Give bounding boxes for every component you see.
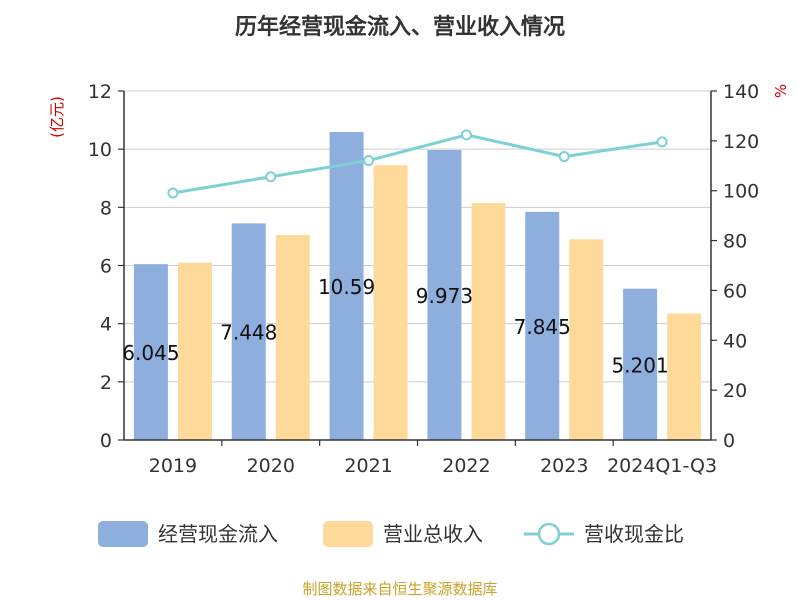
y-left-unit: (亿元)	[48, 96, 66, 138]
legend-marker-ratio	[537, 522, 561, 546]
ratio-point-2022	[460, 129, 472, 141]
bar-cash-inflow-2024Q1-Q3	[623, 288, 658, 440]
y-right-tick-label: 100	[723, 181, 759, 203]
bar-revenue-2022	[471, 202, 506, 440]
y-left-tick-label: 10	[88, 139, 112, 161]
data-label-cash-inflow: 5.201	[611, 353, 668, 377]
bar-revenue-2020	[275, 234, 310, 440]
x-tick-label: 2022	[442, 455, 490, 477]
chart-title: 历年经营现金流入、营业收入情况	[235, 14, 565, 40]
ratio-line	[167, 129, 668, 199]
bar-cash-inflow-2019	[133, 264, 168, 440]
bar-cash-inflow-2023	[525, 211, 560, 440]
y-right-tick-label: 140	[723, 81, 759, 103]
x-tick-label: 2019	[149, 455, 197, 477]
y-left-tick-label: 4	[100, 314, 112, 336]
y-right-tick-label: 80	[723, 231, 747, 253]
bar-cash-inflow-2020	[231, 223, 266, 440]
y-left-tick-label: 12	[88, 81, 112, 103]
data-labels: 6.045 7.448 10.59 9.973 7.845 5.201	[122, 275, 668, 377]
source-note: 制图数据来自恒生聚源数据库	[302, 580, 497, 598]
ratio-line-path	[172, 133, 663, 195]
y-right-tick-label: 0	[723, 430, 735, 452]
x-tick-label: 2020	[247, 455, 295, 477]
data-label-cash-inflow: 9.973	[416, 284, 473, 308]
data-label-cash-inflow: 10.59	[318, 275, 375, 299]
y-left-tick-label: 2	[100, 372, 112, 394]
legend-label-cash-inflow: 经营现金流入	[158, 522, 278, 546]
bar-cash-inflow-2021	[329, 132, 364, 440]
y-right-tick-label: 40	[723, 330, 747, 352]
y-right-unit: %	[772, 84, 790, 98]
y-left-tick-label: 6	[100, 256, 112, 278]
x-tick-label: 2024Q1-Q3	[607, 455, 717, 477]
bar-revenue-2019	[177, 262, 212, 440]
legend-label-ratio: 营收现金比	[584, 522, 684, 546]
ratio-point-2023	[558, 151, 570, 163]
y-left-tick-label: 0	[100, 430, 112, 452]
bar-revenue-2021	[373, 165, 408, 440]
data-label-cash-inflow: 7.448	[220, 321, 277, 345]
ratio-point-2020	[265, 171, 277, 183]
bar-revenue-2023	[569, 239, 604, 440]
x-tick-label: 2021	[344, 455, 392, 477]
bars	[133, 132, 702, 441]
data-label-cash-inflow: 7.845	[514, 315, 571, 339]
legend-swatch-cash-inflow	[98, 521, 148, 547]
y-right-tick-label: 120	[723, 131, 759, 153]
y-left-tick-label: 8	[100, 197, 112, 219]
y-right-tick-label: 60	[723, 280, 747, 302]
y-right-tick-label: 20	[723, 380, 747, 402]
legend-label-revenue: 营业总收入	[383, 522, 483, 546]
bar-cash-inflow-2022	[427, 149, 462, 441]
ratio-point-2024Q1-Q3	[656, 136, 668, 148]
bar-revenue-2024Q1-Q3	[667, 313, 702, 440]
data-label-cash-inflow: 6.045	[122, 341, 179, 365]
ratio-point-2021	[363, 155, 375, 167]
grid-lines	[124, 90, 711, 383]
x-tick-label: 2023	[540, 455, 588, 477]
legend-swatch-revenue	[323, 521, 373, 547]
legend: 经营现金流入 营业总收入 营收现金比	[98, 521, 684, 547]
ratio-point-2019	[167, 187, 179, 199]
